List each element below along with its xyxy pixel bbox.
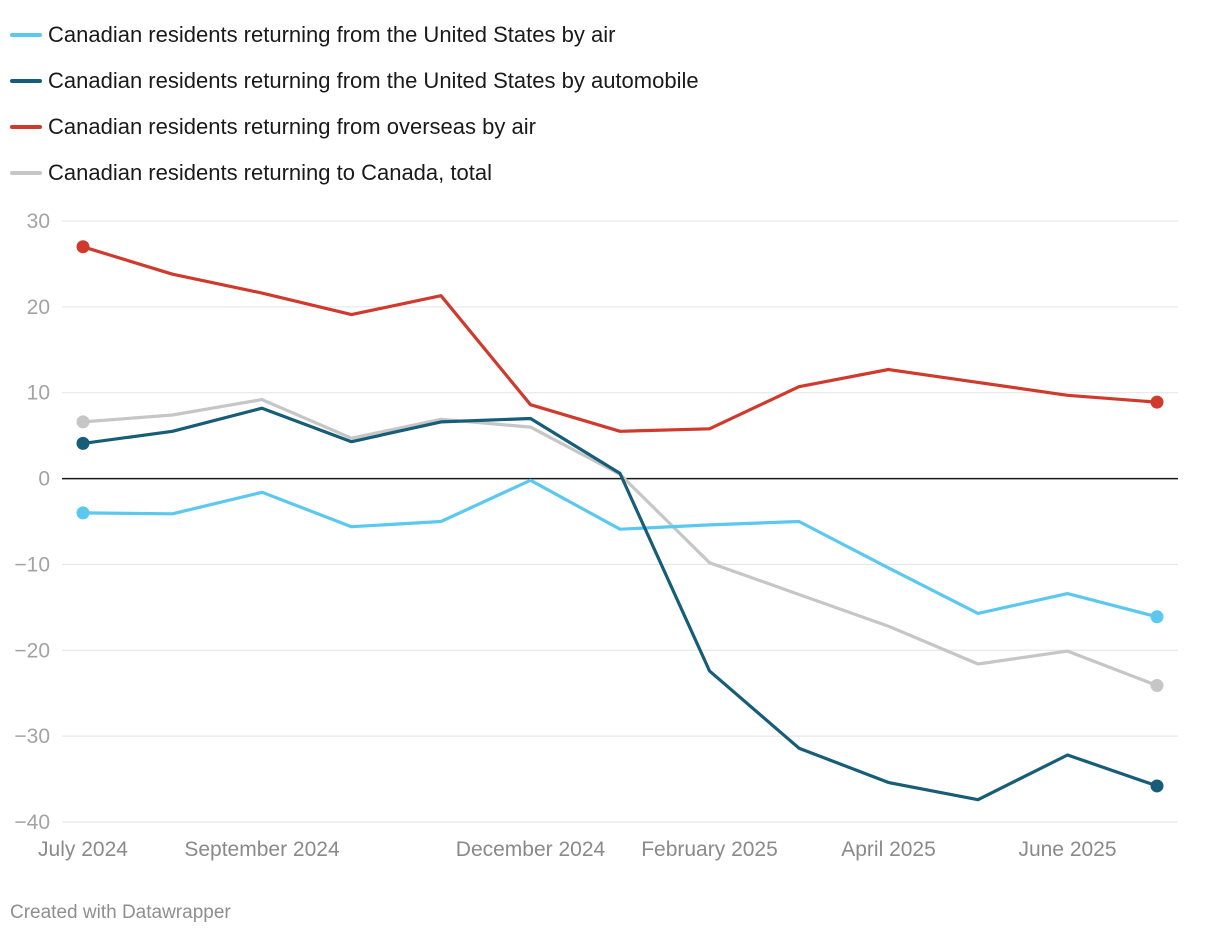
x-tick-label: April 2025 [841,838,936,861]
legend-swatch-total [10,171,42,175]
y-tick-label: 30 [27,210,50,233]
x-tick-label: September 2024 [184,838,340,861]
x-tick-label: December 2024 [456,838,606,861]
x-tick-label: July 2024 [38,838,128,861]
y-axis-ticks: 30 20 10 0 −10 −20 −30 −40 [14,210,50,834]
y-tick-label: −10 [14,553,50,576]
footer-credit: Created with Datawrapper [10,902,231,923]
legend-item-overseas-air: Canadian residents returning from overse… [10,104,699,150]
series-endpoint-dot [76,415,90,429]
legend-swatch-overseas-air [10,125,42,129]
legend-item-us-automobile: Canadian residents returning from the Un… [10,58,699,104]
y-tick-label: 0 [38,468,50,491]
series-endpoint-dot [1150,610,1164,624]
y-tick-label: −30 [14,725,50,748]
legend-item-total: Canadian residents returning to Canada, … [10,150,699,196]
y-tick-label: 10 [27,382,50,405]
series-line [81,398,1159,688]
legend-label: Canadian residents returning from overse… [48,114,536,139]
series-line [81,406,1159,802]
chart-legend: Canadian residents returning from the Un… [10,12,699,196]
series-endpoint-dot [1150,678,1164,692]
legend-label: Canadian residents returning to Canada, … [48,160,492,185]
series-endpoint-dot [1150,779,1164,793]
legend-label: Canadian residents returning from the Un… [48,68,699,93]
x-tick-label: February 2025 [641,838,778,861]
series-endpoint-dot [76,506,90,520]
series-lines [81,245,1159,802]
legend-label: Canadian residents returning from the Un… [48,22,616,47]
y-tick-label: −20 [14,639,50,662]
series-endpoint-dot [1150,395,1164,409]
x-axis-ticks: July 2024 September 2024 December 2024 Febr… [38,838,1117,861]
legend-item-us-air: Canadian residents returning from the Un… [10,12,699,58]
y-tick-label: 20 [27,296,50,319]
series-endpoint-dot [76,436,90,450]
series-endpoint-dot [76,240,90,254]
y-gridlines [62,220,1178,823]
legend-swatch-us-automobile [10,79,42,83]
series-line [81,245,1159,433]
x-tick-label: June 2025 [1018,838,1116,861]
legend-swatch-us-air [10,33,42,37]
y-tick-label: −40 [14,811,50,834]
series-endpoints [76,240,1164,793]
series-line [81,478,1159,619]
line-chart: 30 20 10 0 −10 −20 −30 −40 July 2024 September 2… [14,210,1178,861]
